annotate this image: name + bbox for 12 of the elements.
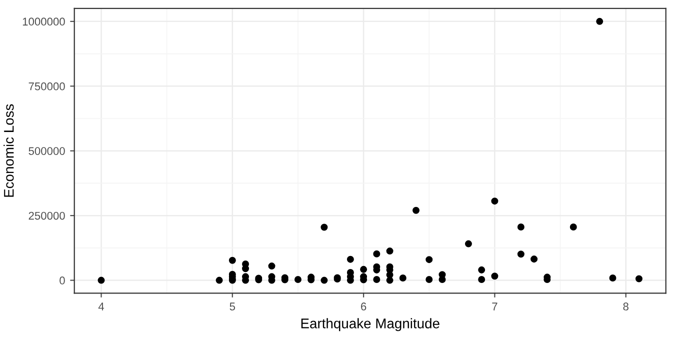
y-tick-label: 500000 (28, 147, 65, 155)
x-tick-label: 5 (230, 302, 236, 310)
y-tick-label: 1000000 (22, 18, 65, 26)
y-tick-label: 750000 (28, 82, 65, 90)
y-tick-label: 0 (60, 276, 65, 284)
x-tick-label: 6 (361, 302, 366, 310)
x-tick-label: 4 (98, 302, 104, 310)
y-tick-label: 250000 (28, 212, 65, 220)
x-tick-label: 7 (492, 302, 498, 310)
x-axis-title: Earthquake Magnitude (301, 318, 440, 332)
y-axis-title: Economic Loss (4, 104, 14, 197)
x-tick-label: 8 (623, 302, 628, 310)
